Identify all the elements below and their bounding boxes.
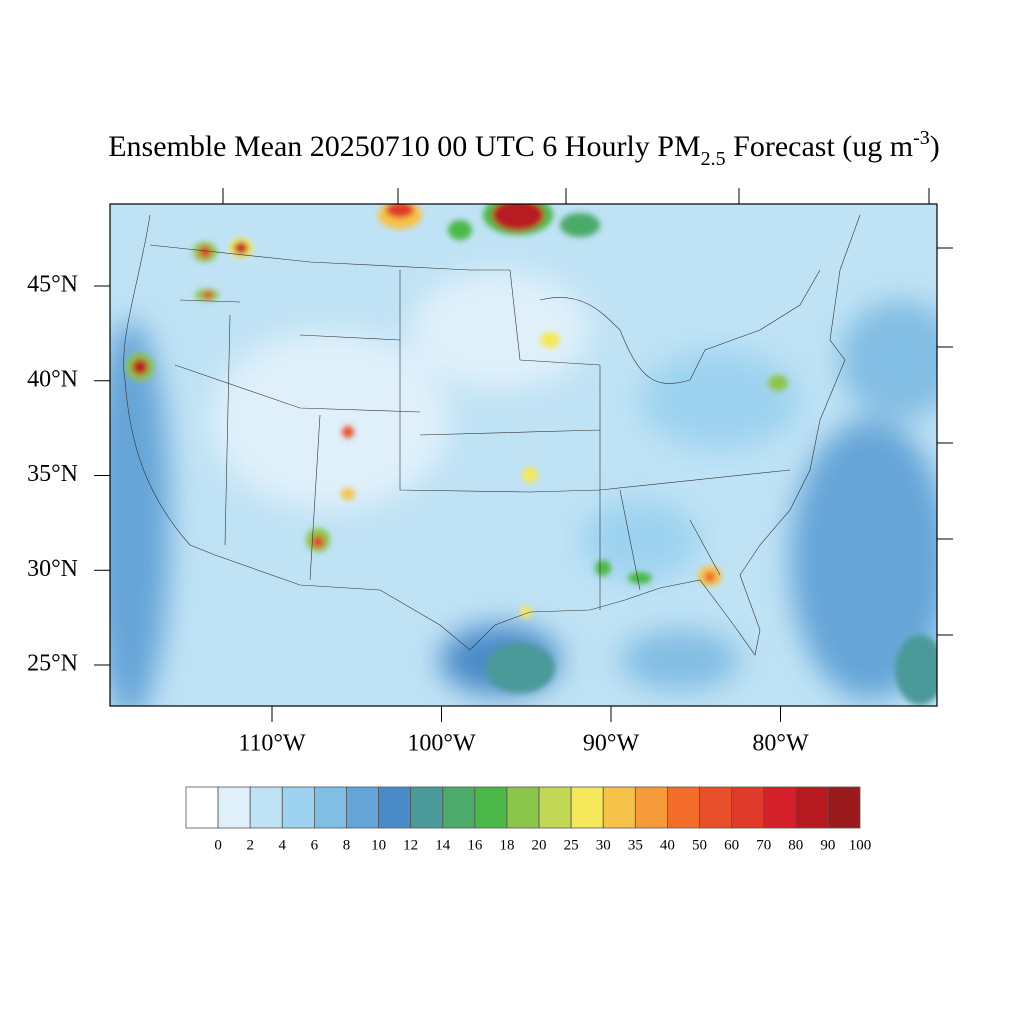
- lon-label: 90°W: [583, 731, 640, 757]
- colorbar-label: 90: [820, 837, 835, 853]
- title-mid: Forecast (ug m: [726, 130, 913, 163]
- colorbar-label: 80: [788, 837, 803, 853]
- colorbar-box: [217, 786, 251, 829]
- colorbar-label: 2: [246, 837, 254, 853]
- colorbar-label: 14: [435, 837, 451, 853]
- colorbar-label: 10: [371, 837, 386, 853]
- title: Ensemble Mean 20250710 00 UTC 6 Hourly P…: [108, 127, 940, 170]
- colorbar-box: [410, 786, 444, 829]
- lat-label: 25°N: [27, 651, 78, 677]
- colorbar-label: 100: [849, 837, 872, 853]
- colorbar-label: 4: [279, 837, 287, 853]
- map-frame: [109, 203, 938, 707]
- colorbar-box: [667, 786, 700, 829]
- colorbar-label: 35: [628, 837, 643, 853]
- colorbar-label: 30: [596, 837, 611, 853]
- lat-label: 45°N: [27, 272, 78, 298]
- colorbar-box: [538, 786, 572, 829]
- title-end: ): [930, 130, 940, 163]
- colorbar-box: [634, 786, 668, 829]
- colorbar-box: [506, 786, 540, 829]
- colorbar-box: [281, 786, 315, 829]
- colorbar-box: [249, 786, 283, 829]
- colorbar-label: 18: [499, 837, 514, 853]
- lat-label: 30°N: [27, 556, 78, 582]
- colorbar-box: [378, 786, 412, 829]
- colorbar-box: [474, 786, 508, 829]
- colorbar-label: 60: [724, 837, 739, 853]
- colorbar-box: [570, 786, 604, 829]
- colorbar-label: 6: [311, 837, 319, 853]
- lon-label: 100°W: [407, 731, 476, 757]
- title-sup: -3: [913, 127, 930, 149]
- colorbar-box: [763, 786, 797, 829]
- title-sub: 2.5: [701, 148, 726, 170]
- colorbar-label: 70: [756, 837, 771, 853]
- colorbar-box: [827, 786, 861, 829]
- colorbar-box: [602, 786, 636, 829]
- colorbar-label: 0: [214, 837, 222, 853]
- title-main: Ensemble Mean 20250710 00 UTC 6 Hourly P…: [108, 130, 700, 163]
- lat-label: 35°N: [27, 461, 78, 487]
- colorbar-label: 40: [660, 837, 675, 853]
- colorbar-box: [313, 786, 347, 829]
- colorbar-label: 50: [692, 837, 707, 853]
- frame-ticks: [222, 188, 953, 636]
- map-field: [110, 204, 937, 706]
- colorbar-label: 16: [467, 837, 483, 853]
- colorbar-box: [346, 786, 379, 829]
- lat-label: 40°N: [27, 366, 78, 392]
- colorbar-label: 8: [343, 837, 351, 853]
- colorbar-label: 12: [403, 837, 418, 853]
- colorbar-box: [185, 786, 219, 829]
- colorbar-box: [731, 786, 765, 829]
- colorbar-label: 20: [532, 837, 547, 853]
- colorbar-box: [795, 786, 829, 829]
- colorbar-box: [442, 786, 476, 829]
- lon-label: 80°W: [752, 731, 809, 757]
- lon-label: 110°W: [238, 731, 306, 757]
- colorbar-label: 25: [564, 837, 579, 853]
- colorbar-box: [699, 786, 733, 829]
